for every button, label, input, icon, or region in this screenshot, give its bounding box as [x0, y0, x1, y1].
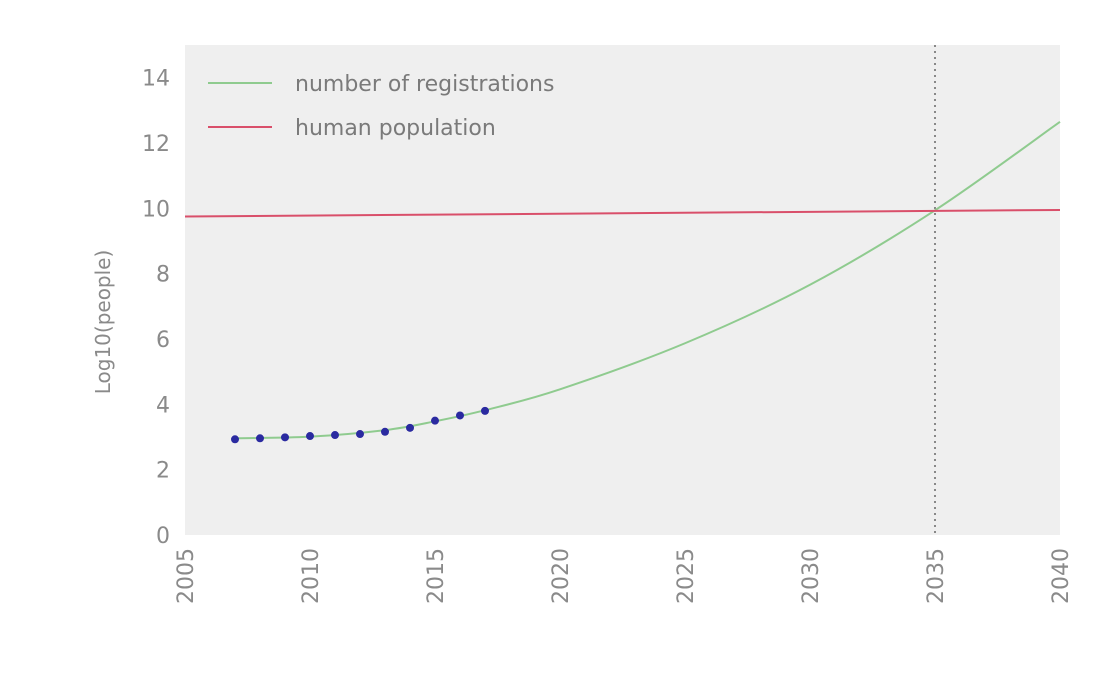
data-point [231, 435, 239, 444]
legend-label: number of registrations [295, 72, 554, 97]
plot-area [185, 45, 1060, 535]
data-point [381, 427, 389, 436]
y-tick-label: 12 [142, 132, 170, 157]
x-tick-label: 2040 [1049, 548, 1074, 604]
scatter-layer [231, 406, 489, 444]
y-axis-label: Log10(people) [91, 250, 115, 395]
data-point [481, 406, 489, 415]
y-tick-label: 14 [142, 67, 170, 92]
data-point [256, 434, 264, 443]
data-point [456, 411, 464, 420]
x-tick-label: 2025 [674, 548, 699, 604]
x-tick-label: 2020 [549, 548, 574, 604]
data-point [281, 433, 289, 442]
x-tick-label: 2015 [424, 548, 449, 604]
y-tick-label: 8 [156, 263, 170, 288]
series-layer [184, 45, 1061, 535]
data-point [331, 431, 339, 440]
data-point [406, 423, 414, 432]
x-tick-label: 2030 [799, 548, 824, 604]
y-tick-label: 10 [142, 197, 170, 222]
x-tick-label: 2005 [174, 548, 199, 604]
x-tick-label: 2035 [924, 548, 949, 604]
legend-label: human population [295, 116, 496, 141]
y-tick-label: 4 [156, 393, 170, 418]
data-point [431, 416, 439, 425]
series-line [234, 120, 1061, 440]
y-tick-label: 2 [156, 459, 170, 484]
y-tick-label: 6 [156, 328, 170, 353]
data-point [306, 432, 314, 441]
y-tick-label: 0 [156, 524, 170, 549]
legend: number of registrations human population [208, 72, 554, 141]
series-line [184, 208, 1061, 218]
data-point [356, 430, 364, 439]
tick-labels: 0 2 4 6 8 10 12 14 2005 2010 2015 2020 2025 2030 2035 2… [142, 67, 1074, 604]
x-tick-label: 2010 [299, 548, 324, 604]
